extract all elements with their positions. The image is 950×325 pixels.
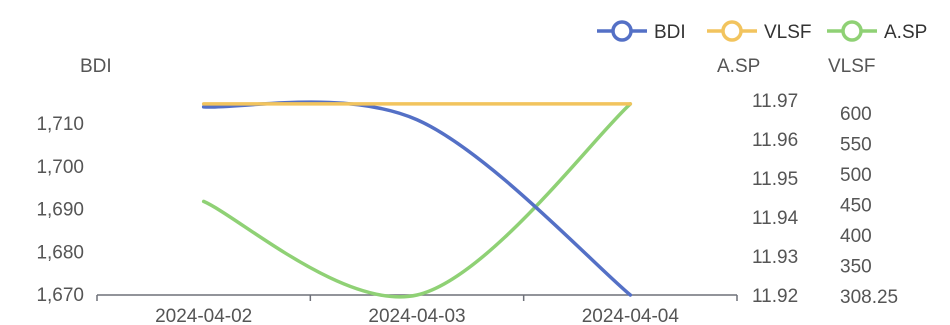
vlsf-axis-title: VLSF (828, 56, 876, 77)
legend-marker-icon (841, 20, 863, 42)
asp-axis-title: A.SP (717, 56, 760, 77)
asp-axis: 11.97 11.96 11.95 11.94 11.93 11.92 (752, 91, 799, 307)
x-tick-label: 2024-04-03 (368, 306, 465, 325)
series-line-bdi (201, 100, 633, 297)
vlsf-tick-label: 500 (840, 165, 872, 186)
legend-item-asp[interactable]: A.SP (827, 20, 927, 43)
x-tick-label: 2024-04-04 (582, 306, 680, 325)
bdi-axis-title: BDI (80, 56, 112, 77)
legend-label: VLSF (764, 22, 812, 43)
bdi-tick-label: 1,690 (36, 200, 84, 221)
asp-tick-label: 11.93 (752, 247, 798, 268)
vlsf-tick-label: 400 (840, 226, 872, 247)
legend-label: A.SP (884, 22, 927, 43)
bdi-tick-label: 1,710 (36, 114, 84, 135)
plot-area (201, 100, 633, 299)
x-axis: 2024-04-02 2024-04-03 2024-04-04 (96, 294, 738, 325)
series-line-asp (201, 102, 633, 299)
asp-tick-label: 11.92 (752, 286, 798, 307)
vlsf-tick-label: 350 (840, 257, 872, 278)
asp-tick-label: 11.96 (752, 130, 798, 151)
legend-item-vlsf[interactable]: VLSF (707, 20, 812, 43)
legend-label: BDI (654, 22, 686, 43)
legend: BDI VLSF A.SP (597, 20, 927, 43)
x-tick-label: 2024-04-02 (155, 306, 252, 325)
bdi-tick-label: 1,670 (36, 285, 84, 306)
vlsf-tick-label: 308.25 (840, 287, 898, 308)
vlsf-tick-label: 450 (840, 196, 872, 217)
legend-item-bdi[interactable]: BDI (597, 20, 686, 43)
asp-tick-label: 11.95 (752, 169, 798, 190)
bdi-tick-label: 1,700 (36, 157, 84, 178)
asp-tick-label: 11.94 (752, 208, 799, 229)
legend-marker-icon (611, 20, 633, 42)
vlsf-tick-label: 600 (840, 104, 872, 125)
vlsf-tick-label: 550 (840, 135, 872, 156)
legend-marker-icon (721, 20, 743, 42)
asp-tick-label: 11.97 (752, 91, 798, 112)
vlsf-axis: 600 550 500 450 400 350 308.25 (840, 104, 898, 308)
bdi-axis: 1,710 1,700 1,690 1,680 1,670 (36, 114, 84, 306)
bdi-tick-label: 1,680 (36, 242, 84, 263)
